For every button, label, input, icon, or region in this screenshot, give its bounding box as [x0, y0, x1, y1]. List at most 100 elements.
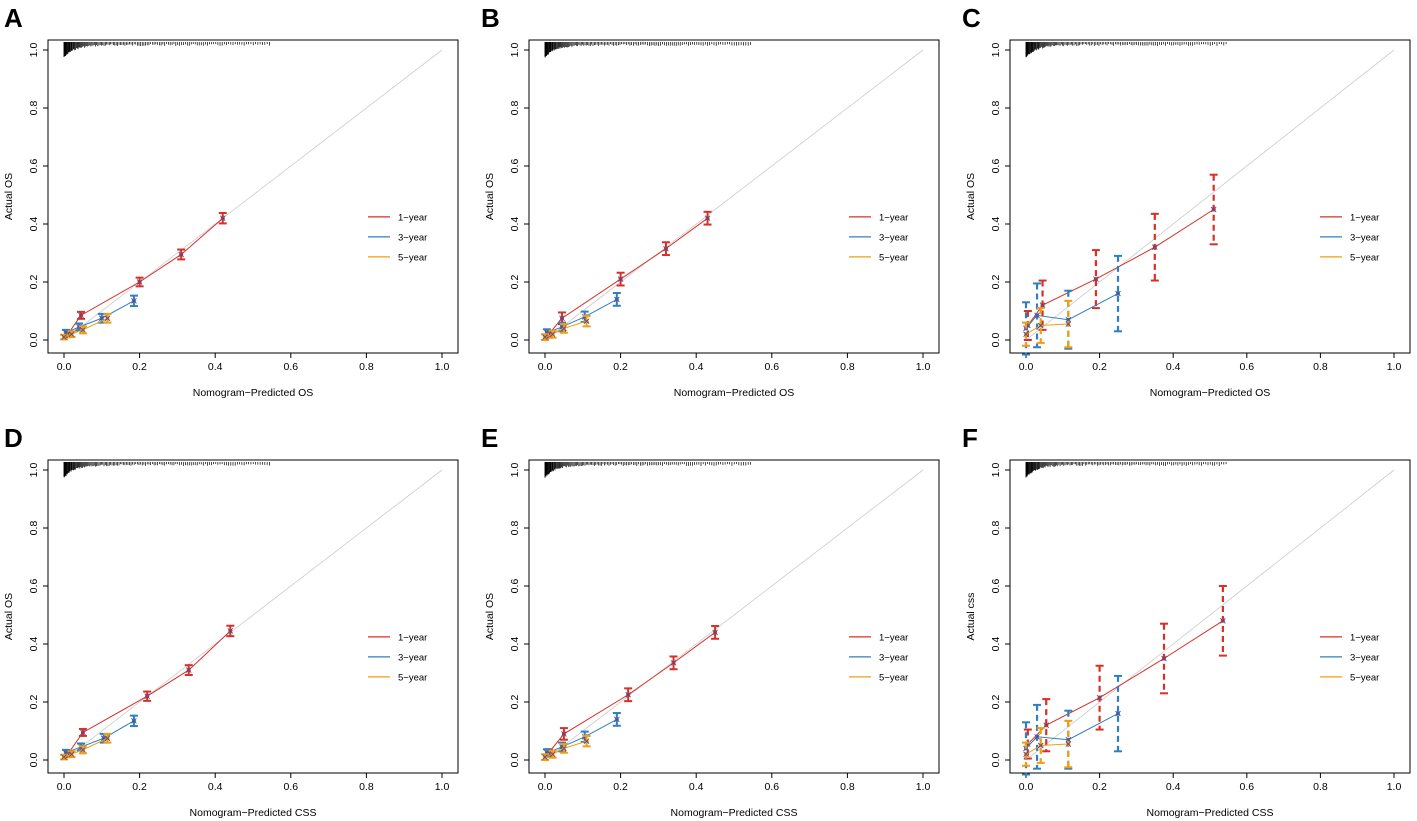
x-tick-label: 1.0	[1387, 361, 1402, 373]
observed-marker	[1034, 733, 1040, 740]
x-axis-title: Nomogram−Predicted OS	[1150, 387, 1271, 399]
x-tick-label: 0.2	[1092, 781, 1107, 793]
observed-marker	[80, 327, 86, 333]
x-tick-label: 0.4	[689, 781, 704, 793]
ideal-line	[1025, 49, 1395, 341]
series-line	[546, 718, 618, 754]
x-tick-label: 0.8	[840, 781, 855, 793]
observed-marker	[68, 331, 75, 338]
observed-marker	[614, 716, 620, 723]
legend: 1−year 3−year 5−year	[1320, 632, 1379, 683]
observed-marker	[559, 315, 565, 322]
observed-marker	[144, 693, 150, 700]
x-tick-label: 0.4	[689, 361, 704, 373]
legend-label: 1−year	[879, 632, 908, 643]
observed-marker	[704, 215, 711, 222]
observed-marker	[1037, 322, 1044, 329]
y-tick-label: 0.2	[990, 275, 1002, 290]
y-axis-title: Actual css	[965, 593, 977, 641]
observed-marker	[80, 747, 86, 753]
observed-marker	[712, 629, 718, 636]
series-line	[1025, 293, 1119, 329]
legend: 1−year 3−year 5−year	[849, 632, 908, 683]
observed-marker	[561, 731, 567, 737]
plot-frame	[1009, 459, 1411, 774]
error-bar	[1036, 727, 1045, 764]
panel-letter: D	[4, 423, 23, 453]
series-1-year	[544, 625, 720, 758]
x-tick-label: 0.6	[283, 361, 298, 373]
y-axis-title: Actual OS	[484, 593, 496, 640]
y-tick-label: 0.4	[990, 217, 1002, 232]
y-axis-title: Actual OS	[3, 173, 15, 220]
observed-marker	[1115, 710, 1121, 717]
observed-marker	[227, 628, 234, 634]
observed-marker	[583, 318, 590, 324]
x-tick-label: 0.4	[1166, 781, 1181, 793]
legend-label: 5−year	[1350, 252, 1379, 263]
observed-marker	[1096, 694, 1103, 701]
error-bar	[1036, 307, 1045, 344]
x-axis-title: Nomogram−Predicted CSS	[1147, 807, 1274, 819]
observed-marker	[1210, 206, 1217, 213]
y-tick-label: 0.0	[509, 753, 521, 768]
observed-marker	[68, 751, 75, 758]
legend-label: 3−year	[879, 232, 908, 243]
x-tick-label: 0.0	[1019, 361, 1034, 373]
legend-label: 5−year	[398, 252, 427, 263]
y-tick-label: 0.0	[509, 333, 521, 348]
observed-marker	[178, 251, 184, 258]
y-tick-label: 1.0	[28, 43, 40, 58]
y-tick-label: 0.8	[990, 101, 1002, 116]
observed-marker	[131, 718, 137, 724]
plot-frame	[528, 459, 940, 774]
y-tick-label: 0.2	[509, 275, 521, 290]
rug-ticks	[544, 42, 751, 58]
x-tick-label: 0.0	[538, 361, 553, 373]
ideal-line	[63, 49, 443, 341]
series-1-year	[544, 210, 712, 339]
x-tick-label: 0.2	[1092, 361, 1107, 373]
y-tick-label: 0.8	[990, 521, 1002, 536]
observed-marker	[104, 735, 111, 742]
x-tick-label: 0.0	[1019, 781, 1034, 793]
ideal-line	[63, 469, 443, 761]
y-tick-label: 1.0	[509, 463, 521, 478]
plot-frame	[1009, 39, 1411, 354]
legend: 1−year 3−year 5−year	[1320, 212, 1379, 263]
x-tick-label: 0.8	[1313, 781, 1328, 793]
x-tick-label: 1.0	[1387, 781, 1402, 793]
x-axis-title: Nomogram−Predicted CSS	[190, 807, 317, 819]
series-line	[1027, 620, 1224, 745]
observed-marker	[1093, 276, 1099, 282]
legend: 1−year 3−year 5−year	[368, 212, 427, 263]
x-tick-label: 0.8	[359, 361, 374, 373]
x-axis-title: Nomogram−Predicted OS	[193, 387, 314, 399]
legend-label: 5−year	[879, 672, 908, 683]
x-tick-label: 0.2	[613, 361, 628, 373]
series-line	[1025, 323, 1069, 335]
legend: 1−year 3−year 5−year	[368, 632, 427, 683]
y-tick-label: 0.2	[28, 275, 40, 290]
panel-letter: A	[4, 3, 23, 33]
panel-d: D 0.0 0.2 0.4 0.6 0.8 1.0 0.0 0.2 0.4 0.6 0.8 1.0 Nom…	[3, 423, 459, 819]
observed-marker	[583, 738, 590, 744]
observed-marker	[1065, 736, 1072, 743]
x-tick-label: 1.0	[435, 361, 450, 373]
series-3-year	[61, 294, 138, 337]
error-bar	[1064, 709, 1073, 770]
rug-ticks	[63, 462, 270, 478]
observed-marker	[136, 279, 143, 285]
legend-label: 3−year	[398, 652, 427, 663]
y-tick-label: 0.6	[990, 579, 1002, 594]
y-tick-label: 0.6	[28, 159, 40, 174]
observed-marker	[219, 215, 226, 222]
observed-marker	[614, 296, 620, 303]
x-tick-label: 0.6	[1239, 781, 1254, 793]
y-tick-label: 0.0	[28, 753, 40, 768]
plot-frame	[528, 39, 940, 354]
panel-letter: B	[481, 3, 500, 33]
legend-label: 3−year	[879, 652, 908, 663]
series-line	[548, 631, 716, 754]
